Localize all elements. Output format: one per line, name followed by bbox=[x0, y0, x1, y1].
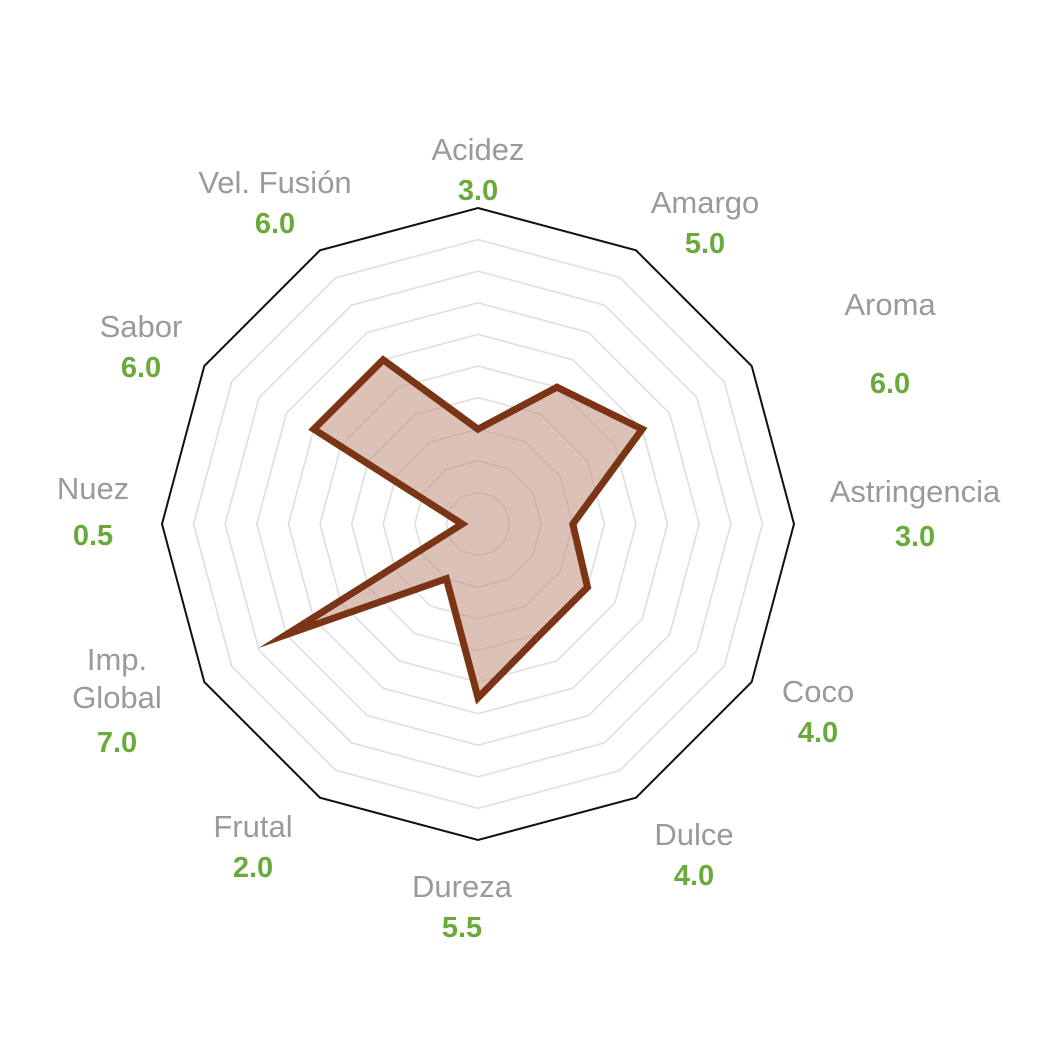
axis-value-frutal: 2.0 bbox=[233, 852, 273, 884]
label-layer: Acidez 3.0 Amargo 5.0 Aroma 6.0 Astringencia 3.… bbox=[57, 132, 1001, 944]
axis-label-nuez: Nuez bbox=[57, 471, 129, 506]
axis-value-aroma: 6.0 bbox=[870, 368, 910, 400]
axis-label-frutal: Frutal bbox=[213, 809, 292, 844]
axis-label-dureza: Dureza bbox=[412, 869, 513, 904]
axis-value-nuez: 0.5 bbox=[73, 520, 113, 552]
axis-value-vel-fusi-n: 6.0 bbox=[255, 208, 295, 240]
series-outline bbox=[258, 355, 648, 705]
axis-value-dulce: 4.0 bbox=[674, 860, 714, 892]
series-layer bbox=[258, 355, 648, 705]
axis-value-amargo: 5.0 bbox=[685, 228, 725, 260]
axis-value-sabor: 6.0 bbox=[121, 352, 161, 384]
axis-value-astringencia: 3.0 bbox=[895, 521, 935, 553]
axis-label-coco: Coco bbox=[782, 674, 854, 709]
axis-label-acidez: Acidez bbox=[431, 132, 524, 167]
axis-value-dureza: 5.5 bbox=[442, 912, 482, 944]
axis-value-imp-global: 7.0 bbox=[97, 727, 137, 759]
axis-label-vel-fusi-n: Vel. Fusión bbox=[198, 165, 351, 200]
series-area bbox=[286, 359, 643, 698]
grid-ring-8 bbox=[224, 270, 732, 778]
axis-label-imp-global-line-1: Imp. bbox=[87, 642, 147, 677]
axis-label-aroma: Aroma bbox=[844, 287, 936, 322]
axis-value-acidez: 3.0 bbox=[458, 175, 498, 207]
axis-label-sabor: Sabor bbox=[100, 309, 183, 344]
outer-ring bbox=[160, 206, 796, 842]
axis-label-astringencia: Astringencia bbox=[830, 474, 1001, 509]
axis-label-imp-global-line-2: Global bbox=[72, 680, 162, 715]
axis-value-coco: 4.0 bbox=[798, 717, 838, 749]
grid-ring-9 bbox=[192, 238, 764, 810]
grid-ring-7 bbox=[256, 302, 700, 746]
axis-label-dulce: Dulce bbox=[654, 817, 733, 852]
axis-label-amargo: Amargo bbox=[651, 185, 760, 220]
